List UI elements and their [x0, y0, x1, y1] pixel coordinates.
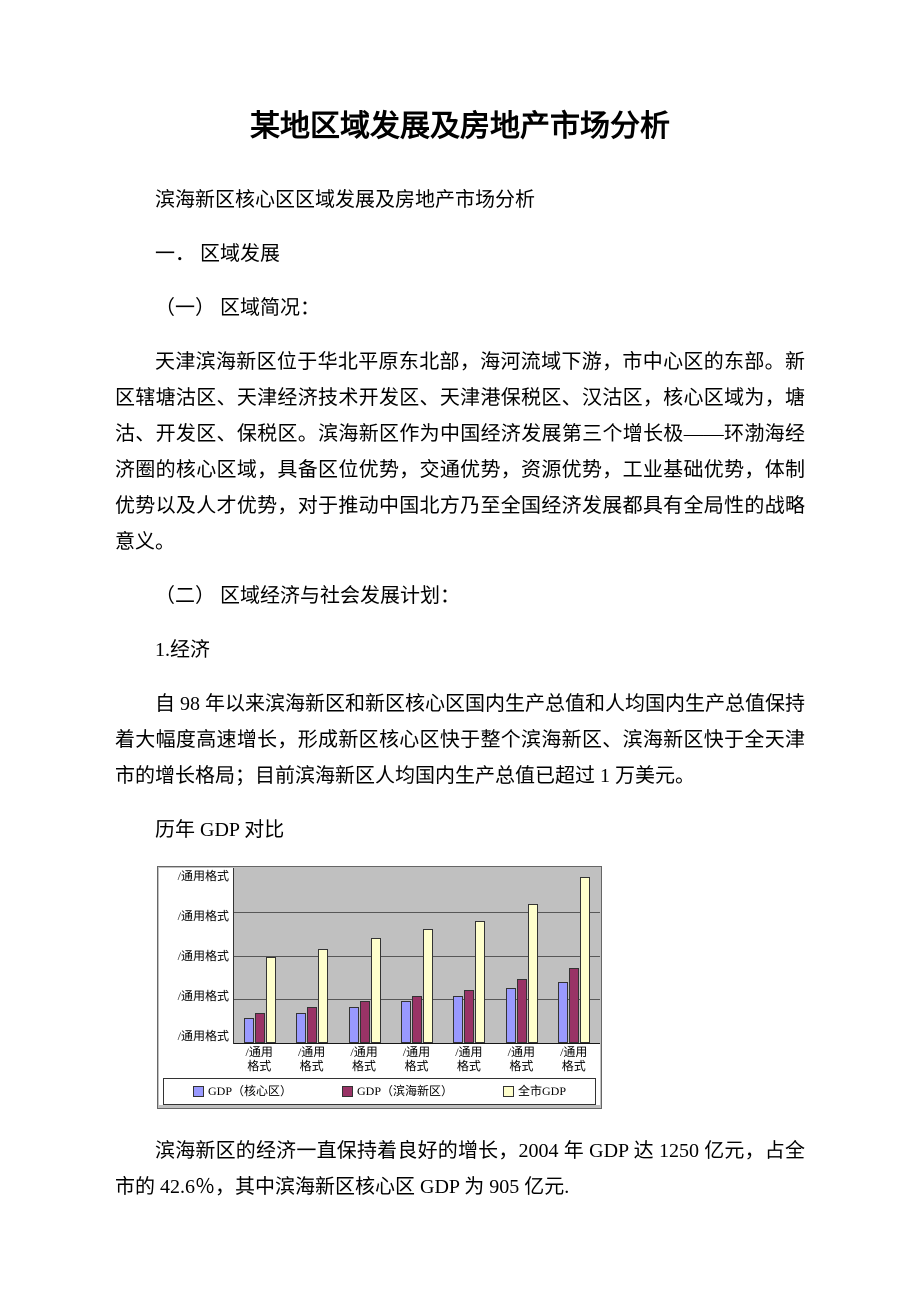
bar-group: [443, 868, 495, 1043]
bar: [255, 1013, 265, 1043]
bar: [528, 904, 538, 1043]
bar: [349, 1007, 359, 1043]
x-tick-label: /通用格式: [233, 1046, 285, 1074]
chart-caption: 历年 GDP 对比: [115, 812, 805, 848]
bar: [558, 982, 568, 1043]
bar: [453, 996, 463, 1043]
section-1-2-heading: （二） 区域经济与社会发展计划：: [115, 578, 805, 614]
bar: [318, 949, 328, 1043]
bar: [296, 1013, 306, 1043]
y-tick-label: /通用格式: [178, 1030, 229, 1042]
x-tick-label: /通用格式: [285, 1046, 337, 1074]
section-1-2-1-heading: 1.经济: [115, 632, 805, 668]
legend-item: 全市GDP: [503, 1081, 566, 1103]
legend-swatch: [193, 1086, 204, 1097]
bar-group: [234, 868, 286, 1043]
x-tick-label: /通用格式: [548, 1046, 600, 1074]
subtitle: 滨海新区核心区区域发展及房地产市场分析: [115, 182, 805, 218]
x-tick-label: /通用格式: [338, 1046, 390, 1074]
bar: [307, 1007, 317, 1043]
bar: [475, 921, 485, 1043]
para-economy: 自 98 年以来滨海新区和新区核心区国内生产总值和人均国内生产总值保持着大幅度高…: [115, 686, 805, 794]
legend-label: 全市GDP: [518, 1081, 566, 1103]
bar-group: [495, 868, 547, 1043]
bar-group: [286, 868, 338, 1043]
x-tick-label: /通用格式: [443, 1046, 495, 1074]
bar: [412, 996, 422, 1043]
y-tick-label: /通用格式: [178, 910, 229, 922]
bar: [371, 938, 381, 1043]
plot-row: /通用格式/通用格式/通用格式/通用格式/通用格式: [159, 868, 600, 1044]
legend-swatch: [503, 1086, 514, 1097]
gdp-chart: /通用格式/通用格式/通用格式/通用格式/通用格式 /通用格式/通用格式/通用格…: [157, 866, 602, 1109]
para-conclusion: 滨海新区的经济一直保持着良好的增长，2004 年 GDP 达 1250 亿元，占…: [115, 1133, 805, 1205]
legend-swatch: [342, 1086, 353, 1097]
x-tick-label: /通用格式: [390, 1046, 442, 1074]
bar: [464, 990, 474, 1043]
y-axis: /通用格式/通用格式/通用格式/通用格式/通用格式: [159, 868, 233, 1044]
bar: [401, 1001, 411, 1043]
section-1-heading: 一． 区域发展: [115, 236, 805, 272]
grid-line: [234, 1043, 600, 1044]
x-tick-label: /通用格式: [495, 1046, 547, 1074]
legend-item: GDP（核心区）: [193, 1081, 292, 1103]
bar: [506, 988, 516, 1043]
legend: GDP（核心区） GDP（滨海新区） 全市GDP: [163, 1078, 596, 1106]
legend-label: GDP（滨海新区）: [357, 1081, 453, 1103]
chart-inner: /通用格式/通用格式/通用格式/通用格式/通用格式 /通用格式/通用格式/通用格…: [159, 868, 600, 1105]
para-overview: 天津滨海新区位于华北平原东北部，海河流域下游，市中心区的东部。新区辖塘沽区、天津…: [115, 344, 805, 560]
y-tick-label: /通用格式: [178, 950, 229, 962]
plot-area: [233, 868, 600, 1044]
y-tick-label: /通用格式: [178, 990, 229, 1002]
bar: [580, 877, 590, 1043]
bar-group: [339, 868, 391, 1043]
bar: [569, 968, 579, 1043]
legend-item: GDP（滨海新区）: [342, 1081, 453, 1103]
bar: [266, 957, 276, 1043]
bar-group: [548, 868, 600, 1043]
bar: [517, 979, 527, 1043]
x-axis: /通用格式/通用格式/通用格式/通用格式/通用格式/通用格式/通用格式: [233, 1044, 600, 1074]
page-title: 某地区域发展及房地产市场分析: [115, 100, 805, 154]
y-tick-label: /通用格式: [178, 870, 229, 882]
bar: [360, 1001, 370, 1043]
bar: [244, 1018, 254, 1043]
bar: [423, 929, 433, 1043]
legend-label: GDP（核心区）: [208, 1081, 292, 1103]
bar-group: [391, 868, 443, 1043]
bar-groups: [234, 868, 600, 1043]
section-1-1-heading: （一） 区域简况：: [115, 290, 805, 326]
